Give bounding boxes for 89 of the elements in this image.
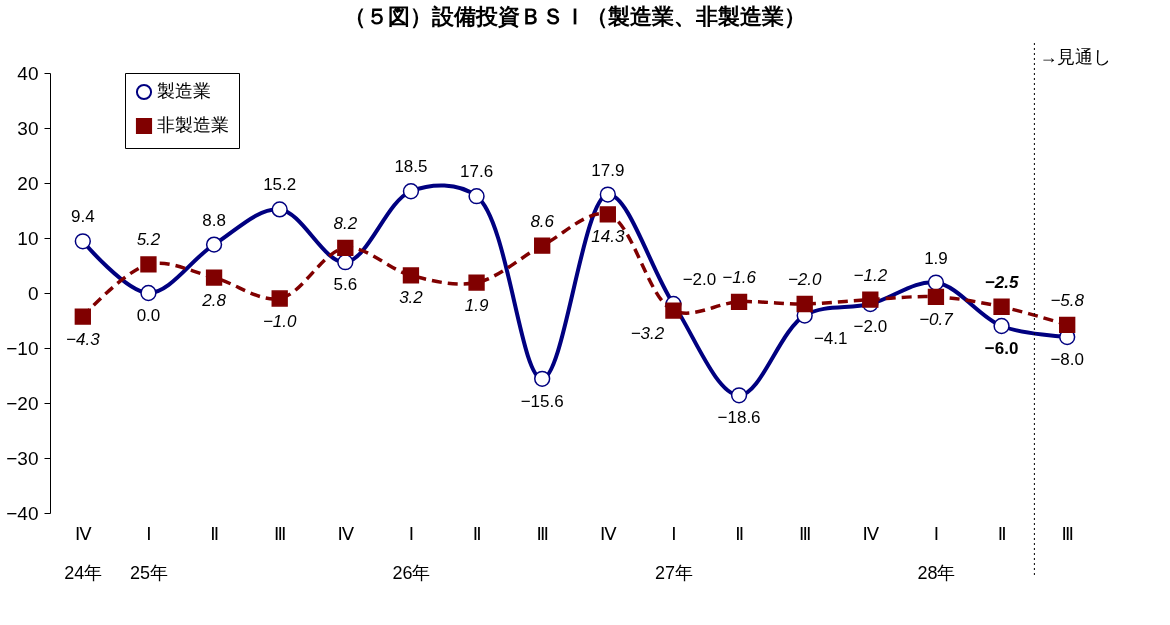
data-label: 5.6 xyxy=(333,275,358,295)
x-tick-label: Ⅲ xyxy=(1061,523,1074,544)
point xyxy=(730,387,748,404)
y-tick-label: 30 xyxy=(17,117,39,139)
data-label: 9.4 xyxy=(70,207,95,227)
point xyxy=(468,274,485,291)
x-tick-label: Ⅳ 24年 xyxy=(64,523,103,583)
data-label: −6.0 xyxy=(984,339,1019,358)
data-label: −3.2 xyxy=(630,323,665,343)
point xyxy=(730,293,748,310)
x-tick-label: Ⅱ xyxy=(997,523,1007,544)
data-label: −1.6 xyxy=(722,267,757,287)
data-label: 3.2 xyxy=(399,288,424,308)
data-label: 14.3 xyxy=(591,227,625,247)
point xyxy=(140,256,157,273)
x-tick-label: Ⅱ xyxy=(735,523,744,544)
point xyxy=(862,291,879,308)
data-label: −1.2 xyxy=(853,265,888,285)
x-tick-label: Ⅰ 28年 xyxy=(917,523,956,583)
point xyxy=(927,288,945,306)
point xyxy=(337,239,354,257)
point xyxy=(271,201,288,218)
data-label: 8.6 xyxy=(530,211,555,231)
data-label: 17.6 xyxy=(460,162,494,182)
text: →見通し xyxy=(1039,47,1112,67)
point xyxy=(205,269,223,286)
point xyxy=(927,274,945,291)
point xyxy=(468,188,485,205)
x-tick-label: Ⅱ xyxy=(210,523,219,544)
x-tick-label: Ⅰ 25年 xyxy=(129,523,168,583)
point xyxy=(205,236,223,253)
y-tick-label: 10 xyxy=(17,227,39,249)
data-label: 1.9 xyxy=(464,295,489,315)
data-label: 0.0 xyxy=(136,306,161,325)
data-label: −8.0 xyxy=(1050,350,1084,369)
x-tick-label: Ⅳ xyxy=(862,523,880,544)
x-tick-label: Ⅰ 26年 xyxy=(392,523,431,583)
y-tick-label: 40 xyxy=(17,62,39,84)
x-tick-label: Ⅲ xyxy=(536,523,549,544)
chart-title: （５図）設備投資ＢＳＩ（製造業、非製造業） xyxy=(344,3,806,29)
data-label: −2.5 xyxy=(984,272,1019,292)
point xyxy=(599,206,616,223)
x-tick-label: Ⅳ xyxy=(600,523,617,544)
point xyxy=(271,290,288,307)
point xyxy=(74,308,91,325)
point xyxy=(796,295,813,313)
data-label: 5.2 xyxy=(136,230,161,250)
x-tick-label: Ⅲ xyxy=(798,523,812,544)
data-label: 15.2 xyxy=(263,175,297,195)
point xyxy=(402,267,420,284)
data-label: −2.0 xyxy=(682,270,717,289)
y-tick-label: 0 xyxy=(27,282,39,304)
point xyxy=(402,183,420,200)
legend-label: 非製造業 xyxy=(157,115,229,135)
data-label: −18.6 xyxy=(717,408,761,428)
point xyxy=(74,233,91,250)
data-label: 8.2 xyxy=(333,213,358,233)
y-tick-label: −10 xyxy=(6,337,39,359)
point xyxy=(534,370,551,387)
data-label: 18.5 xyxy=(394,157,428,177)
data-label: −5.8 xyxy=(1050,290,1085,310)
y-tick-label: −40 xyxy=(6,502,39,524)
y-tick-label: −20 xyxy=(6,392,39,414)
x-tick-label: Ⅲ xyxy=(273,523,287,544)
data-label: −4.3 xyxy=(66,329,101,349)
data-label: 2.8 xyxy=(201,290,227,310)
data-label: −4.1 xyxy=(813,328,848,348)
data-label: 1.9 xyxy=(924,248,948,268)
x-tick-label: Ⅳ xyxy=(337,523,355,544)
point xyxy=(993,317,1010,335)
point xyxy=(665,302,682,319)
x-tick-label: Ⅱ xyxy=(472,523,482,544)
data-label: −2.0 xyxy=(787,270,823,289)
point xyxy=(1059,316,1076,334)
legend-label: 製造業 xyxy=(157,81,211,101)
point xyxy=(993,298,1010,315)
data-label: −2.0 xyxy=(853,317,888,336)
point xyxy=(599,186,616,203)
point xyxy=(140,284,157,302)
data-label: −0.7 xyxy=(919,309,954,329)
data-label: 17.9 xyxy=(591,160,625,180)
y-tick-label: 20 xyxy=(17,172,39,194)
x-tick-label: Ⅰ 27年 xyxy=(654,523,693,583)
data-label: 8.8 xyxy=(202,210,226,230)
point xyxy=(534,237,551,254)
data-label: −1.0 xyxy=(262,311,298,331)
y-tick-label: −30 xyxy=(6,447,39,469)
data-label: −15.6 xyxy=(520,391,564,411)
point xyxy=(337,254,354,271)
